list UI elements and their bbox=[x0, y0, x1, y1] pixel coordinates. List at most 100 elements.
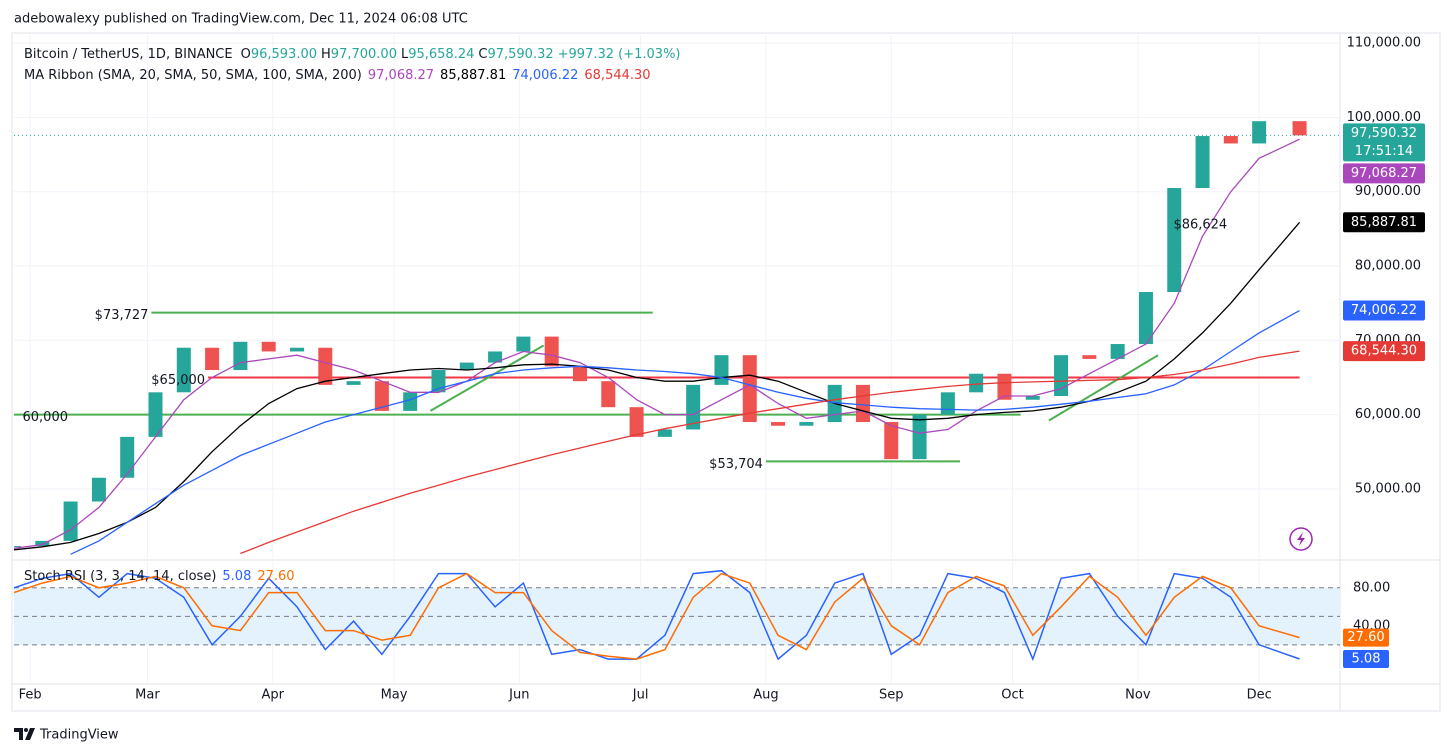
symbol: Bitcoin / TetherUS, 1D, BINANCE bbox=[24, 47, 233, 62]
y-tick-label: 100,000.00 bbox=[1347, 110, 1421, 125]
candle bbox=[969, 373, 984, 393]
candle bbox=[14, 546, 21, 548]
candle bbox=[1054, 355, 1069, 397]
ohlc-value: 95,658.24 bbox=[408, 47, 474, 62]
trend-line bbox=[429, 344, 545, 412]
y-tick-label: 80,000.00 bbox=[1355, 259, 1421, 274]
ma-value: 68,544.30 bbox=[584, 68, 650, 83]
candle bbox=[1223, 136, 1238, 144]
candle bbox=[233, 341, 248, 371]
x-tick-label: Feb bbox=[19, 688, 42, 703]
candle bbox=[374, 381, 389, 411]
candle bbox=[346, 381, 361, 385]
byline: adebowalexy published on TradingView.com… bbox=[14, 12, 468, 27]
candle bbox=[1252, 121, 1267, 144]
candle bbox=[35, 540, 50, 547]
x-tick-label: Jul bbox=[632, 688, 649, 703]
candle bbox=[120, 436, 135, 478]
price-tag-label: 97,068.27 bbox=[1351, 166, 1417, 181]
x-tick-label: Dec bbox=[1247, 688, 1272, 703]
candle bbox=[63, 501, 78, 541]
alert-icon[interactable] bbox=[1289, 527, 1313, 551]
ma-value: 85,887.81 bbox=[440, 68, 506, 83]
x-tick-label: Apr bbox=[261, 688, 284, 703]
x-tick-label: Mar bbox=[135, 688, 160, 703]
candle bbox=[657, 429, 672, 437]
price-tag bbox=[1343, 123, 1425, 162]
countdown: 17:51:14 bbox=[1355, 144, 1413, 159]
ma-line bbox=[14, 221, 1301, 551]
stoch-legend: Stoch RSI (3, 3, 14, 14, close) 5.08 27.60 bbox=[24, 569, 295, 584]
ma-value: 97,068.27 bbox=[368, 68, 434, 83]
stoch-tag-label: 5.08 bbox=[1352, 652, 1381, 667]
stoch-tag bbox=[1343, 650, 1389, 669]
ohlc-key: C bbox=[478, 47, 487, 62]
ohlc-key: O bbox=[241, 47, 251, 62]
stoch-tag bbox=[1343, 628, 1389, 647]
y-tick-label: 110,000.00 bbox=[1347, 36, 1421, 51]
stoch-line bbox=[14, 572, 1300, 660]
ma-line bbox=[70, 310, 1300, 555]
x-tick-label: Sep bbox=[879, 688, 904, 703]
candle bbox=[205, 347, 220, 371]
price-annotation: $86,624 bbox=[1173, 217, 1227, 232]
candle bbox=[431, 370, 446, 393]
price-tag-label: 85,887.81 bbox=[1351, 215, 1417, 230]
candle bbox=[1110, 344, 1125, 359]
ohlc-value: 97,590.32 bbox=[487, 47, 553, 62]
candle bbox=[488, 351, 503, 363]
candle bbox=[714, 355, 729, 385]
x-tick-label: Nov bbox=[1125, 688, 1151, 703]
level-label: $53,704 bbox=[709, 457, 763, 472]
ma-line bbox=[14, 138, 1300, 549]
price-tag bbox=[1343, 163, 1425, 184]
candle bbox=[855, 384, 870, 423]
level-label: $73,727 bbox=[95, 308, 149, 323]
candle bbox=[799, 422, 814, 426]
x-tick-label: Oct bbox=[1001, 688, 1023, 703]
candle bbox=[997, 373, 1012, 400]
symbol-legend: Bitcoin / TetherUS, 1D, BINANCE O96,593.0… bbox=[24, 47, 681, 62]
candle bbox=[403, 392, 418, 411]
candle bbox=[742, 355, 757, 423]
price-tag-label: 68,544.30 bbox=[1351, 344, 1417, 359]
candle bbox=[1167, 188, 1182, 293]
candle bbox=[1082, 355, 1097, 359]
trend-line bbox=[1048, 354, 1159, 422]
y-tick-label: 50,000.00 bbox=[1355, 481, 1421, 496]
candle bbox=[1138, 292, 1153, 345]
ohlc-key: L bbox=[401, 47, 409, 62]
ma-line bbox=[240, 350, 1300, 555]
price-tag bbox=[1343, 341, 1425, 362]
candle bbox=[148, 392, 163, 437]
x-tick-label: Aug bbox=[753, 688, 778, 703]
stoch-value: 5.08 bbox=[222, 569, 251, 584]
stoch-tick-label: 80.00 bbox=[1353, 580, 1390, 595]
stoch-value: 27.60 bbox=[257, 569, 294, 584]
ohlc-value: 96,593.00 bbox=[251, 47, 317, 62]
candle bbox=[572, 366, 587, 382]
x-tick-label: Jun bbox=[508, 688, 529, 703]
candle bbox=[912, 414, 927, 460]
candle bbox=[1025, 396, 1040, 400]
candle bbox=[1195, 136, 1210, 189]
ma-value: 74,006.22 bbox=[512, 68, 578, 83]
change: +997.32 (+1.03%) bbox=[558, 47, 681, 62]
candle bbox=[940, 392, 955, 415]
price-tag-label: 97,590.32 bbox=[1351, 126, 1417, 141]
candle bbox=[176, 347, 191, 393]
candle bbox=[771, 422, 786, 426]
candle bbox=[459, 362, 474, 371]
price-tag bbox=[1343, 300, 1425, 321]
candle bbox=[629, 407, 644, 437]
stoch-title: Stoch RSI (3, 3, 14, 14, close) bbox=[24, 569, 216, 584]
x-tick-label: May bbox=[381, 688, 408, 703]
candle bbox=[544, 336, 559, 367]
y-tick-label: 90,000.00 bbox=[1355, 184, 1421, 199]
tradingview-logo[interactable]: TradingView bbox=[14, 728, 119, 743]
stoch-line bbox=[14, 569, 1300, 662]
candle bbox=[261, 341, 276, 352]
price-tag-label: 74,006.22 bbox=[1351, 303, 1417, 318]
ribbon-legend: MA Ribbon (SMA, 20, SMA, 50, SMA, 100, S… bbox=[24, 68, 651, 83]
